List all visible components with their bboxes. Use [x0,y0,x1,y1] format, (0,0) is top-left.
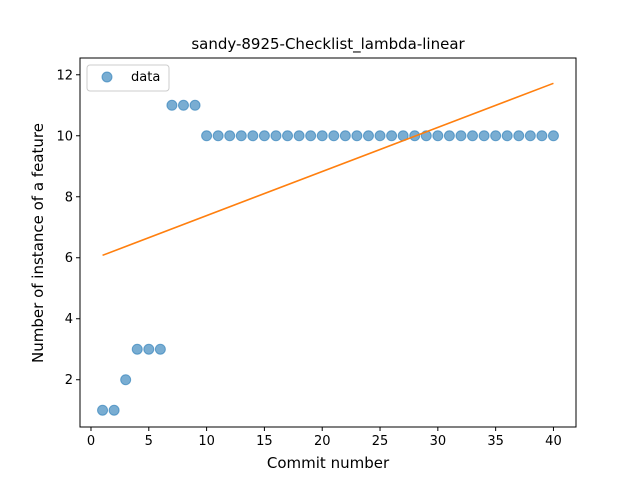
x-tick-label: 10 [198,434,215,449]
legend-box [86,64,170,92]
data-point [362,130,374,142]
data-point [235,130,247,142]
data-point [467,130,479,142]
data-point [547,130,559,142]
data-point [120,374,132,386]
data-point [270,130,282,142]
legend-marker-data [101,71,113,83]
data-point [328,130,340,142]
data-point [247,130,259,142]
data-point [258,130,270,142]
y-axis: 2 4 6 8 10 12 [56,68,80,388]
data-point [131,343,143,355]
data-point [108,404,120,416]
data-point [432,130,444,142]
plot-area [97,82,559,416]
y-tick-label: 10 [56,129,73,144]
data-point [374,130,386,142]
data-point [386,130,398,142]
data-point [478,130,490,142]
linear-fit-line [102,82,554,257]
x-tick-label: 15 [256,434,273,449]
x-tick-label: 0 [87,434,95,449]
x-axis: 0 5 10 15 20 25 30 35 40 [87,427,562,449]
data-point [513,130,525,142]
x-tick-label: 25 [372,434,389,449]
y-tick-label: 2 [65,373,73,388]
data-point [443,130,455,142]
data-point [201,130,213,142]
x-tick-label: 40 [545,434,562,449]
data-point [316,130,328,142]
data-point [282,130,294,142]
y-tick-label: 4 [65,312,73,327]
data-point [154,343,166,355]
data-point [224,130,236,142]
x-tick-label: 35 [487,434,504,449]
legend-label-data: data [131,70,160,85]
data-point [305,130,317,142]
data-point [339,130,351,142]
data-point [351,130,363,142]
data-point [490,130,502,142]
x-axis-label: Commit number [267,454,390,472]
x-tick-label: 30 [430,434,447,449]
data-point [166,99,178,111]
data-point [189,99,201,111]
data-point [536,130,548,142]
data-point [143,343,155,355]
data-point [501,130,513,142]
y-tick-label: 12 [56,68,73,83]
y-tick-label: 6 [65,251,73,266]
data-point [293,130,305,142]
x-tick-label: 5 [145,434,153,449]
x-tick-label: 20 [314,434,331,449]
legend: data [86,64,170,92]
chart-title: sandy-8925-Checklist_lambda-linear [191,35,465,54]
data-point [212,130,224,142]
data-point [455,130,467,142]
axes-frame [79,57,577,428]
data-point [524,130,536,142]
data-point [97,404,109,416]
y-axis-label: Number of instance of a feature [29,123,47,363]
data-point [177,99,189,111]
y-tick-label: 8 [65,190,73,205]
